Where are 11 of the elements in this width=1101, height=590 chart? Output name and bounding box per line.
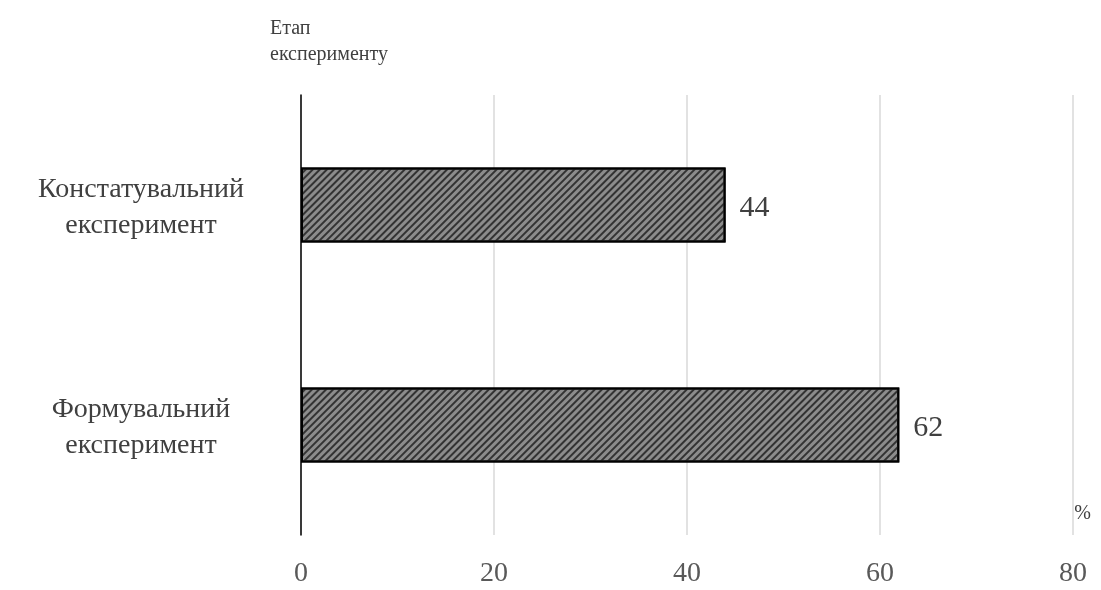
data-label: 62 bbox=[913, 408, 944, 442]
y-axis-title: Етап експерименту bbox=[270, 16, 388, 65]
y-tick-label: Констатувальний експеримент bbox=[37, 171, 245, 239]
x-tick-label: 0 bbox=[294, 555, 308, 587]
y-tick-label: Формувальний експеримент bbox=[51, 391, 231, 459]
x-tick-label: 60 bbox=[866, 555, 894, 587]
x-tick-label: 80 bbox=[1059, 555, 1087, 587]
x-tick-label: 20 bbox=[480, 555, 508, 587]
data-label: 44 bbox=[739, 188, 770, 222]
x-axis-title: % bbox=[1074, 501, 1092, 523]
x-tick-label: 40 bbox=[673, 555, 701, 587]
